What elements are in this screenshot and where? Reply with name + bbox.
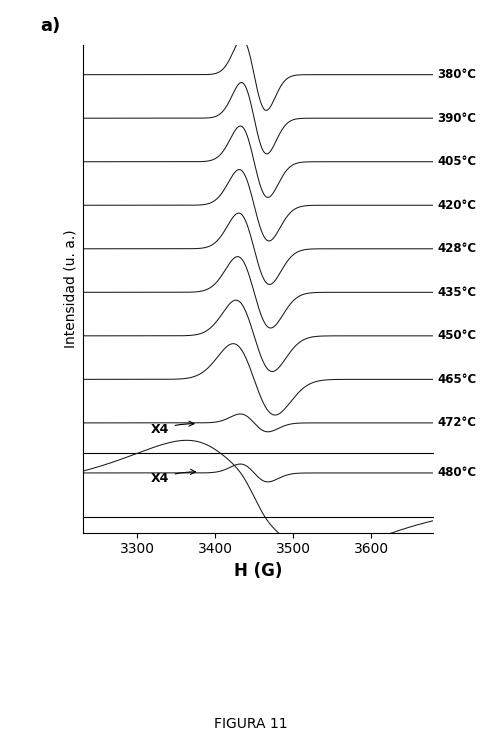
- Y-axis label: Intensidad (u. a.): Intensidad (u. a.): [63, 230, 77, 348]
- Text: 450°C: 450°C: [437, 329, 476, 342]
- Text: 435°C: 435°C: [437, 286, 476, 298]
- Text: 428°C: 428°C: [437, 242, 476, 255]
- Text: FIGURA 11: FIGURA 11: [214, 717, 287, 731]
- Text: 380°C: 380°C: [437, 68, 476, 81]
- Text: a): a): [41, 17, 61, 35]
- X-axis label: H (G): H (G): [234, 562, 282, 580]
- Text: 465°C: 465°C: [437, 373, 476, 386]
- Text: X4: X4: [151, 470, 195, 484]
- Text: 390°C: 390°C: [437, 112, 476, 125]
- Text: 420°C: 420°C: [437, 199, 476, 211]
- Text: 480°C: 480°C: [437, 466, 476, 479]
- Text: X4: X4: [151, 422, 194, 436]
- Text: 472°C: 472°C: [437, 416, 476, 430]
- Text: 405°C: 405°C: [437, 155, 476, 168]
